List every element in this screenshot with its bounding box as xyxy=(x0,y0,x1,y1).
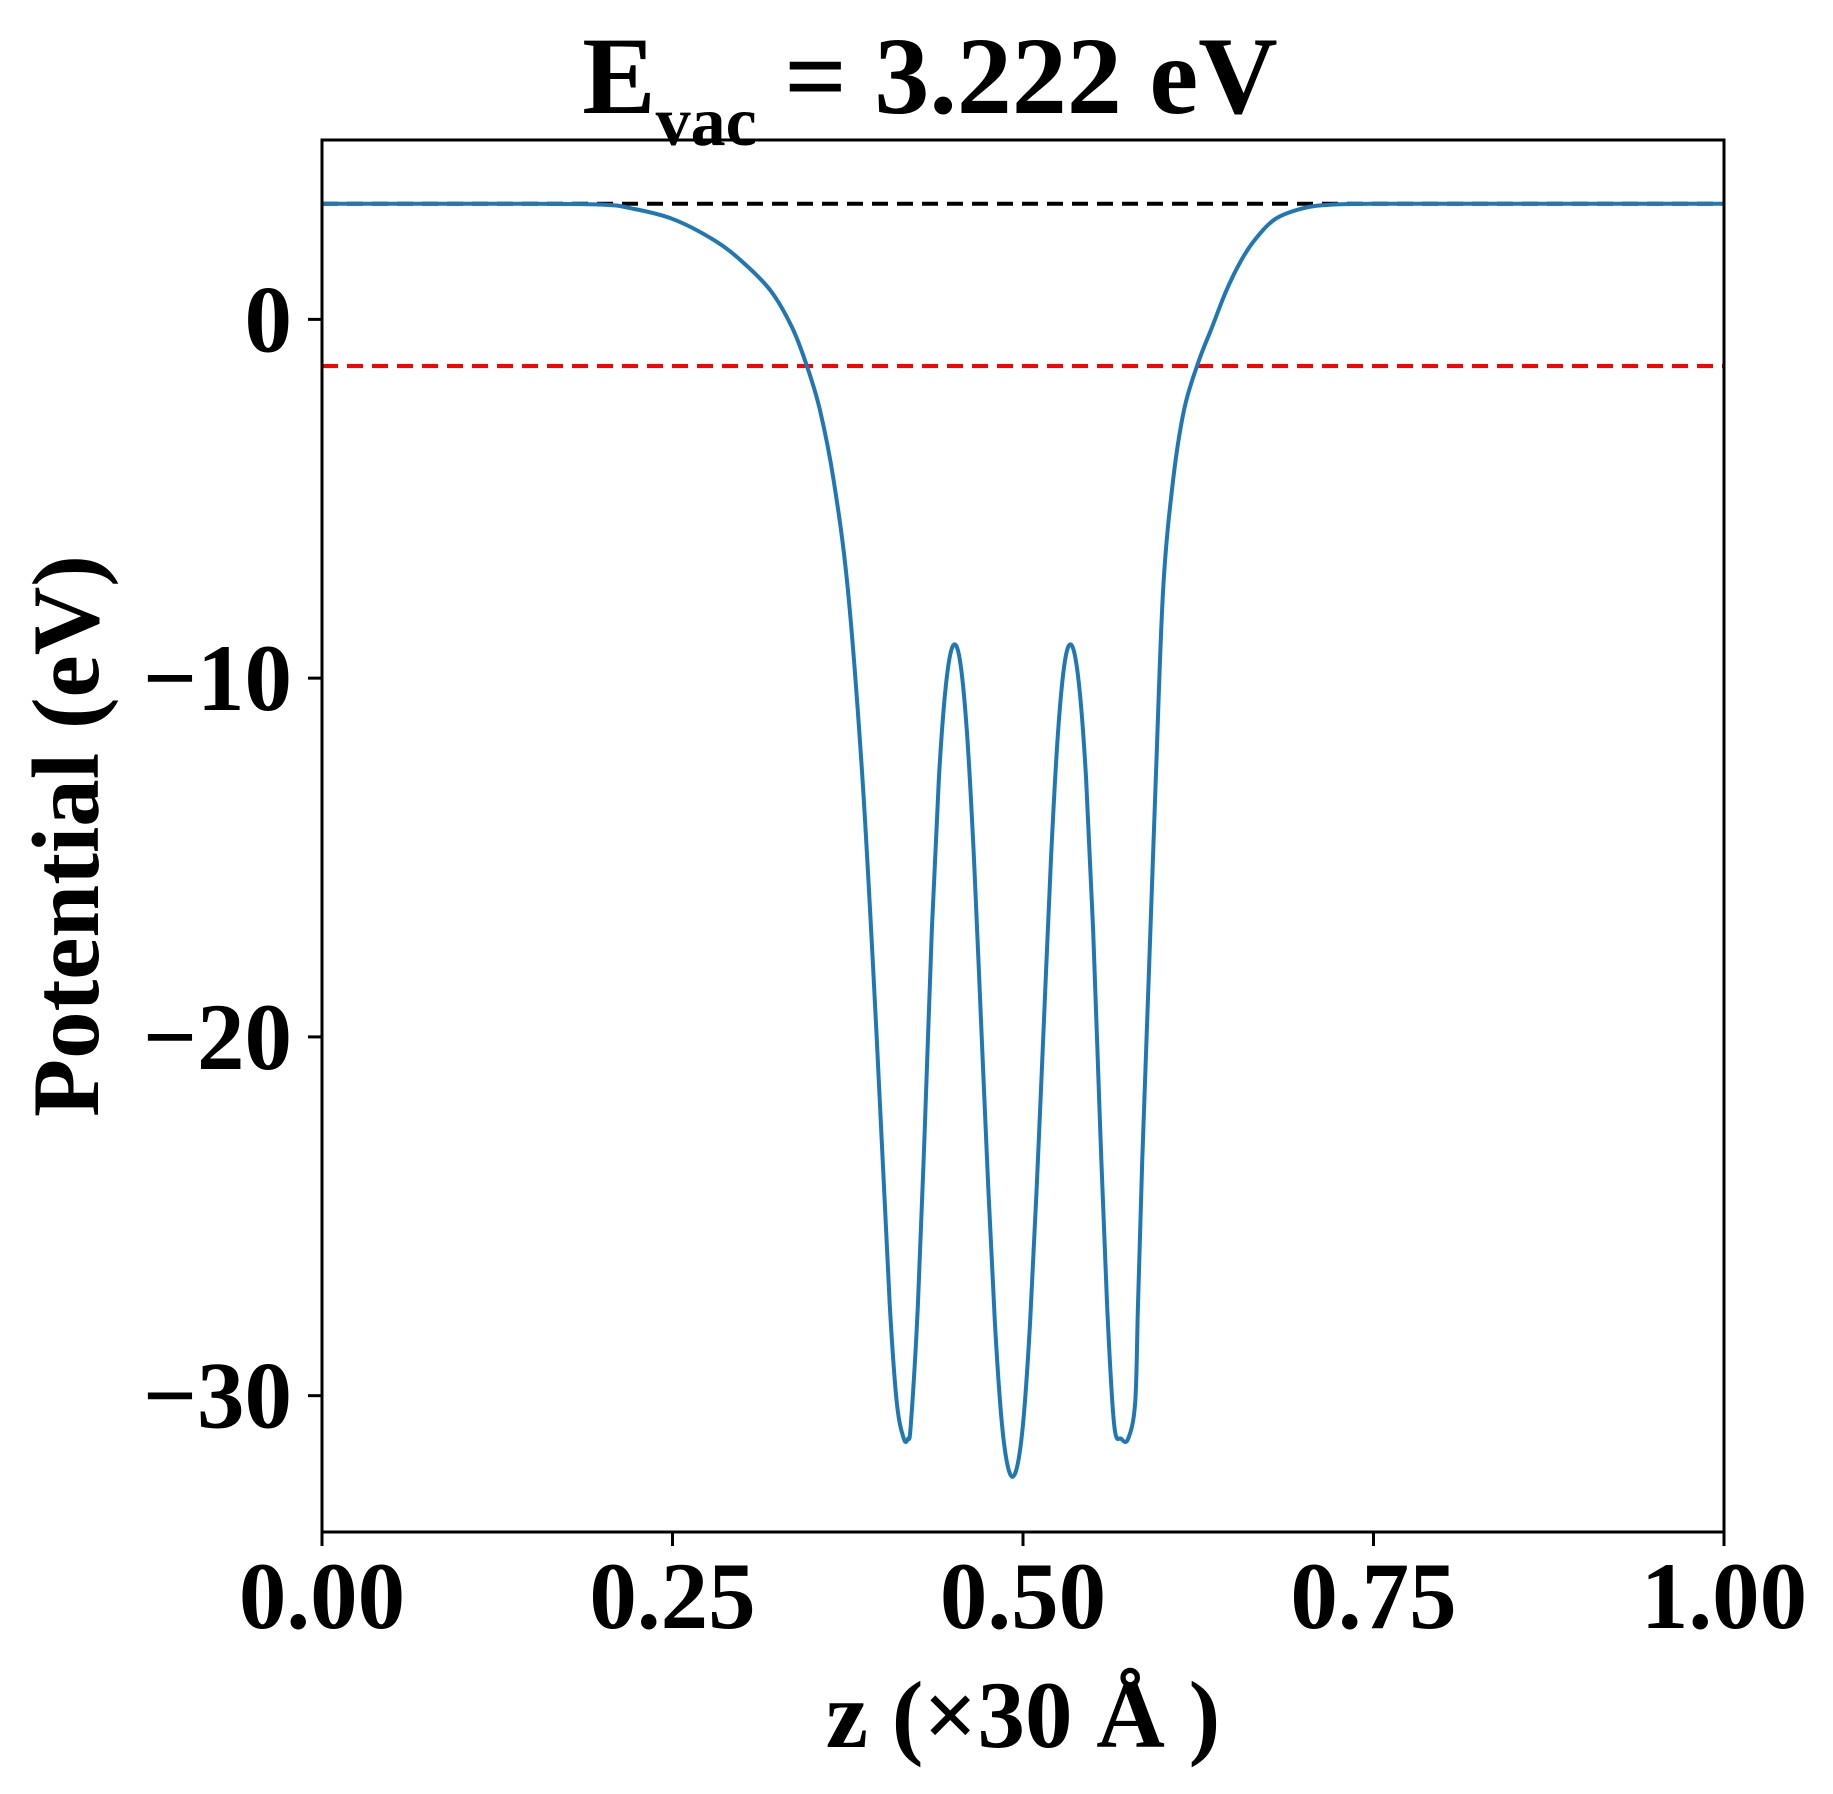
x-tick-label: 0.75 xyxy=(1290,1543,1456,1649)
y-tick-label: −10 xyxy=(143,625,292,731)
y-tick-label: 0 xyxy=(245,266,293,372)
x-tick-label: 1.00 xyxy=(1641,1543,1807,1649)
potential-series-line xyxy=(322,201,1724,1479)
axes-frame xyxy=(320,138,1726,1534)
y-tick-label: −20 xyxy=(143,984,292,1090)
chart-title-subscript: vac xyxy=(656,84,757,161)
x-tick-label: 0.50 xyxy=(940,1543,1106,1649)
x-axis-label: z (×30 Å ) xyxy=(826,1662,1220,1768)
y-axis-label: Potential (eV) xyxy=(13,555,119,1117)
plot-area xyxy=(322,201,1724,1479)
y-axis: 0 −10 −20 −30 xyxy=(143,266,322,1449)
chart-title-suffix: = 3.222 eV xyxy=(757,15,1278,137)
y-tick-label: −30 xyxy=(143,1343,292,1449)
chart-title-main: E xyxy=(582,15,655,137)
x-tick-label: 0.25 xyxy=(589,1543,755,1649)
x-tick-label: 0.00 xyxy=(239,1543,405,1649)
chart-title: Evac = 3.222 eV xyxy=(582,15,1277,161)
x-axis: 0.00 0.25 0.50 0.75 1.00 xyxy=(239,1532,1807,1649)
